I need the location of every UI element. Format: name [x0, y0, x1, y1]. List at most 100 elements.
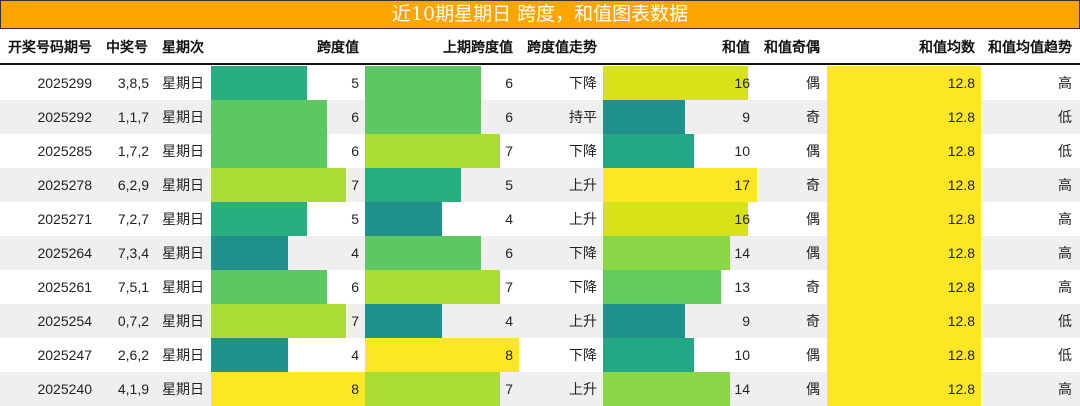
- avg-trend-cell: 高: [1058, 177, 1072, 193]
- table-row[interactable]: 2025299 3,8,5 星期日 5 6 下降 16 偶 12.8 高: [0, 66, 1080, 100]
- span-bar: [211, 372, 365, 406]
- weekday-cell: 星期日: [162, 143, 204, 159]
- avg-trend-cell: 高: [1058, 245, 1072, 261]
- table-row[interactable]: 2025264 7,3,4 星期日 4 6 下降 14 偶 12.8 高: [0, 236, 1080, 270]
- span-bar: [211, 338, 288, 372]
- table-row[interactable]: 2025240 4,1,9 星期日 8 7 上升 14 偶 12.8 高: [0, 372, 1080, 406]
- span-trend-cell: 持平: [569, 109, 597, 125]
- header-sum-avg[interactable]: 和值均数: [919, 39, 975, 55]
- issue-cell: 2025254: [37, 313, 92, 329]
- sum-value: 16: [734, 75, 750, 91]
- header-span-trend[interactable]: 跨度值走势: [527, 39, 597, 55]
- sum-parity-cell: 奇: [806, 177, 820, 193]
- weekday-cell: 星期日: [162, 279, 204, 295]
- issue-cell: 2025278: [37, 177, 92, 193]
- table-row[interactable]: 2025247 2,6,2 星期日 4 8 下降 10 偶 12.8 低: [0, 338, 1080, 372]
- weekday-cell: 星期日: [162, 177, 204, 193]
- avg-trend-cell: 低: [1058, 109, 1072, 125]
- table-row[interactable]: 2025292 1,1,7 星期日 6 6 持平 9 奇 12.8 低: [0, 100, 1080, 134]
- header-numbers[interactable]: 中奖号: [106, 39, 148, 55]
- span-bar: [211, 134, 327, 168]
- sum-avg-bar: [827, 338, 981, 372]
- span-trend-cell: 上升: [569, 313, 597, 329]
- span-value: 8: [351, 381, 359, 397]
- sum-parity-cell: 偶: [806, 245, 820, 261]
- prev-span-value: 7: [505, 279, 513, 295]
- table-body: 2025299 3,8,5 星期日 5 6 下降 16 偶 12.8 高 2025292 1,1,7 星…: [0, 66, 1080, 406]
- issue-cell: 2025240: [37, 381, 92, 397]
- prev-span-bar: [365, 338, 519, 372]
- span-bar: [211, 168, 346, 202]
- span-trend-cell: 下降: [569, 347, 597, 363]
- prev-span-bar: [365, 100, 481, 134]
- sum-value: 10: [734, 143, 750, 159]
- sum-avg-value: 12.8: [947, 245, 975, 261]
- numbers-cell: 7,2,7: [117, 211, 149, 227]
- header-span[interactable]: 跨度值: [317, 39, 359, 55]
- span-trend-cell: 上升: [569, 211, 597, 227]
- sum-avg-value: 12.8: [947, 177, 975, 193]
- numbers-cell: 0,7,2: [117, 313, 149, 329]
- span-value: 5: [351, 211, 359, 227]
- sum-bar: [603, 168, 757, 202]
- table-title: 近10期星期日 跨度，和值图表数据: [0, 0, 1080, 29]
- sum-value: 9: [742, 109, 750, 125]
- sum-avg-value: 12.8: [947, 143, 975, 159]
- prev-span-value: 7: [505, 143, 513, 159]
- span-value: 7: [351, 313, 359, 329]
- header-sum-parity[interactable]: 和值奇偶: [764, 39, 820, 55]
- sum-bar: [603, 202, 748, 236]
- sum-avg-value: 12.8: [947, 381, 975, 397]
- issue-cell: 2025285: [37, 143, 92, 159]
- span-value: 6: [351, 109, 359, 125]
- table-row[interactable]: 2025271 7,2,7 星期日 5 4 上升 16 偶 12.8 高: [0, 202, 1080, 236]
- prev-span-value: 6: [505, 75, 513, 91]
- prev-span-value: 7: [505, 381, 513, 397]
- table-row[interactable]: 2025254 0,7,2 星期日 7 4 上升 9 奇 12.8 低: [0, 304, 1080, 338]
- sum-value: 14: [734, 245, 750, 261]
- prev-span-value: 5: [505, 177, 513, 193]
- numbers-cell: 3,8,5: [117, 75, 149, 91]
- sum-avg-bar: [827, 304, 981, 338]
- sum-bar: [603, 236, 730, 270]
- sum-avg-bar: [827, 270, 981, 304]
- span-value: 6: [351, 143, 359, 159]
- header-sum[interactable]: 和值: [722, 39, 750, 55]
- weekday-cell: 星期日: [162, 347, 204, 363]
- issue-cell: 2025261: [37, 279, 92, 295]
- span-value: 4: [351, 347, 359, 363]
- sum-avg-bar: [827, 100, 981, 134]
- numbers-cell: 6,2,9: [117, 177, 149, 193]
- avg-trend-cell: 低: [1058, 143, 1072, 159]
- sum-parity-cell: 奇: [806, 313, 820, 329]
- weekday-cell: 星期日: [162, 381, 204, 397]
- sum-value: 16: [734, 211, 750, 227]
- prev-span-value: 8: [505, 347, 513, 363]
- sum-avg-value: 12.8: [947, 75, 975, 91]
- numbers-cell: 1,7,2: [117, 143, 149, 159]
- table-row[interactable]: 2025285 1,7,2 星期日 6 7 下降 10 偶 12.8 低: [0, 134, 1080, 168]
- header-prev-span[interactable]: 上期跨度值: [443, 39, 513, 55]
- table-row[interactable]: 2025261 7,5,1 星期日 6 7 下降 13 奇 12.8 高: [0, 270, 1080, 304]
- sum-parity-cell: 偶: [806, 211, 820, 227]
- span-trend-cell: 上升: [569, 177, 597, 193]
- prev-span-bar: [365, 66, 481, 100]
- sum-avg-value: 12.8: [947, 347, 975, 363]
- sum-value: 14: [734, 381, 750, 397]
- weekday-cell: 星期日: [162, 245, 204, 261]
- sum-bar: [603, 304, 685, 338]
- sum-parity-cell: 偶: [806, 143, 820, 159]
- prev-span-value: 6: [505, 245, 513, 261]
- sum-avg-value: 12.8: [947, 109, 975, 125]
- header-avg-trend[interactable]: 和值均值趋势: [988, 39, 1072, 55]
- header-weekday[interactable]: 星期次: [162, 39, 204, 55]
- sum-value: 10: [734, 347, 750, 363]
- sum-bar: [603, 270, 721, 304]
- avg-trend-cell: 高: [1058, 75, 1072, 91]
- numbers-cell: 7,3,4: [117, 245, 149, 261]
- header-issue[interactable]: 开奖号码期号: [8, 39, 92, 55]
- sum-bar: [603, 134, 694, 168]
- issue-cell: 2025264: [37, 245, 92, 261]
- prev-span-bar: [365, 202, 442, 236]
- table-row[interactable]: 2025278 6,2,9 星期日 7 5 上升 17 奇 12.8 高: [0, 168, 1080, 202]
